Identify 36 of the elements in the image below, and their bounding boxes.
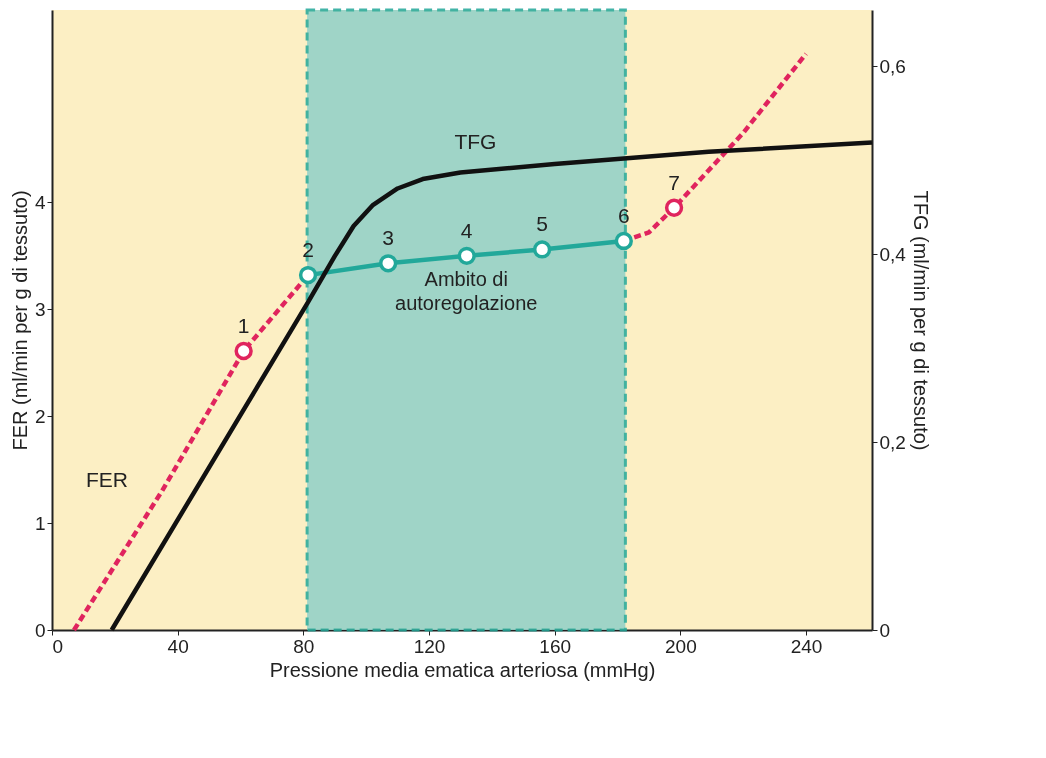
annotation: 5 [536,212,548,236]
annotation: 4 [460,218,473,242]
y2-tick-label: 0,4 [879,243,907,265]
annotation: 3 [382,226,395,250]
x-axis-title: Pressione media ematica arteriosa (mmHg) [269,658,656,681]
y2-tick-label: 0 [879,619,891,641]
annotation: 1 [237,314,250,337]
point [664,198,684,217]
y-axis-title: FER (ml/min per g di tessuto) [8,190,31,451]
point [614,231,633,251]
annotation: 2 [302,238,314,262]
y2-axis-title: TFG (ml/min per g di tessuto) [909,190,932,451]
band-label: Ambito di autoregolazione [395,268,538,314]
point [532,240,552,259]
point [379,254,398,273]
point [234,341,253,361]
y-tick-label: 2 [34,405,46,427]
annotation: 6 [617,203,630,227]
annotation: 7 [668,170,680,194]
series-label: FER [85,468,128,492]
y-tick-label: 0 [34,619,46,641]
y-tick-label: 3 [34,298,46,320]
x-tick-label: 0 [52,635,64,657]
y2-tick-label: 0,2 [879,431,906,453]
point [298,265,318,285]
y-tick-label: 4 [34,191,46,213]
x-tick-label: 120 [413,635,446,657]
y-tick-label: 1 [34,512,46,534]
x-tick-label: 240 [790,635,823,657]
y2-tick-label: 0,6 [879,55,906,77]
x-tick-label: 80 [293,635,315,657]
series-label: TFG [454,129,497,153]
x-tick-label: 40 [167,635,189,657]
x-tick-label: 160 [539,635,572,657]
x-tick-label: 200 [665,635,697,657]
point [457,246,476,266]
